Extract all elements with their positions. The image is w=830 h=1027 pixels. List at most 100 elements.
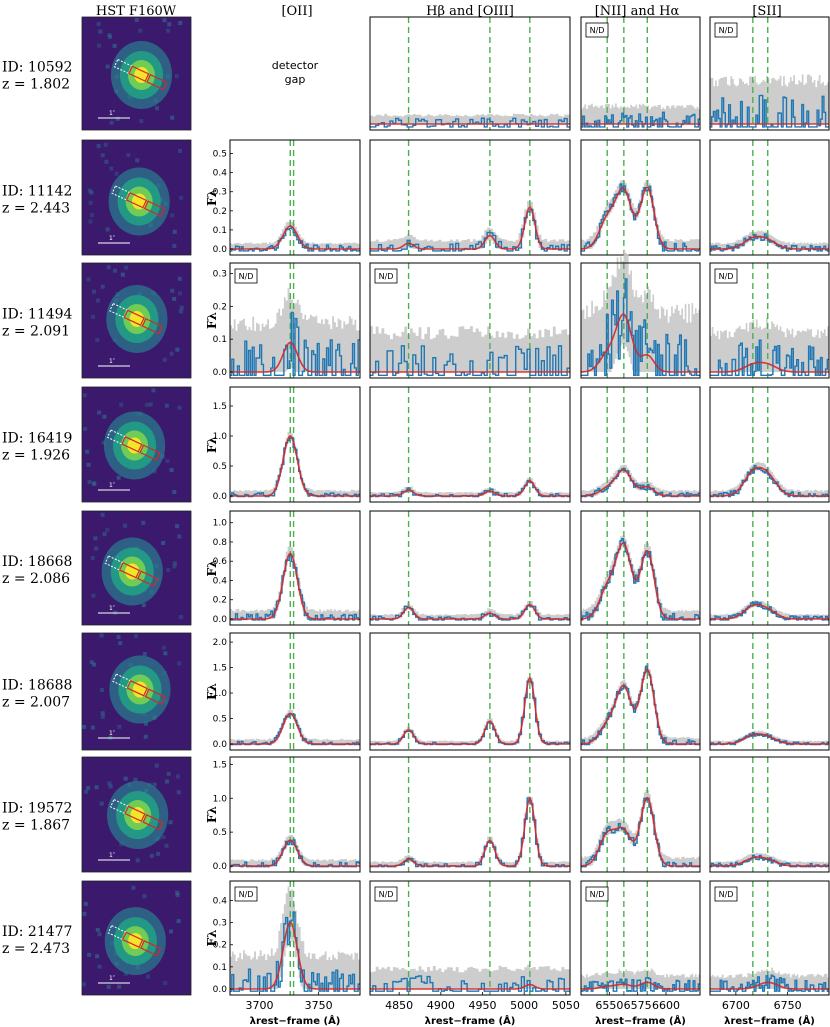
galaxy-redshift: z = 2.007 [2, 695, 70, 711]
column-title-hst: HST F160W [96, 4, 177, 19]
spectrum-panel: 0.0 0.2 0.4 0.6 0.8 1.0 Fλ [205, 510, 361, 626]
nd-badge: N/D [714, 886, 738, 902]
cutout-noise-pixel [123, 776, 128, 781]
cutout-noise-pixel [99, 801, 104, 806]
cutout-noise-pixel [141, 520, 146, 525]
cutout-noise-pixel [84, 789, 89, 794]
panel-background [710, 387, 829, 502]
cutout-noise-pixel [107, 33, 112, 38]
cutout-noise-pixel [99, 688, 104, 693]
cutout-noise-pixel [166, 568, 171, 573]
cutout-noise-pixel [116, 635, 121, 640]
cutout-noise-pixel [104, 159, 109, 164]
slit-white-box [107, 924, 127, 941]
galaxy-cutout: 1″ [81, 16, 192, 131]
model-fit [370, 676, 570, 745]
cutout-noise-pixel [135, 158, 140, 163]
cutout-noise-pixel [178, 614, 183, 619]
slit-red-box [141, 317, 163, 335]
spectrum-panel [369, 386, 571, 503]
cutout-noise-pixel [133, 634, 138, 639]
x-tick-label: 4950 [469, 999, 497, 1012]
uncertainty-band [581, 968, 700, 989]
cutout-noise-pixel [154, 763, 159, 768]
cutout-noise-pixel [91, 482, 96, 487]
slit-white-box [113, 58, 133, 75]
y-tick-label: 0.3 [213, 188, 227, 198]
galaxy-glow [130, 807, 145, 824]
slit-red-box [146, 73, 168, 91]
cutout-noise-pixel [175, 890, 180, 895]
cutout-noise-pixel [142, 894, 147, 899]
cutout-noise-pixel [175, 774, 180, 779]
cutout-noise-pixel [100, 284, 105, 289]
spectrum-panel [369, 632, 571, 751]
scale-bar-label: 1″ [109, 975, 116, 982]
cutout-noise-pixel [170, 115, 175, 120]
panel-frame [580, 632, 701, 751]
cutout-noise-pixel [97, 410, 102, 415]
slit-white-box [106, 429, 127, 445]
y-axis-label: Fλ [205, 189, 219, 206]
uncertainty-band [230, 545, 360, 619]
x-tick-label: 6750 [774, 999, 802, 1012]
uncertainty-band [370, 600, 570, 619]
nd-badge: N/D [234, 268, 258, 284]
y-tick-label: 1.5 [213, 760, 227, 770]
cutout-noise-pixel [152, 469, 157, 474]
data-spectrum [581, 976, 700, 992]
slit-overlay [109, 302, 163, 335]
galaxy-glow [129, 310, 145, 327]
cutout-noise-pixel [102, 532, 107, 537]
galaxy-glow [127, 437, 142, 454]
cutout-noise-pixel [98, 29, 103, 34]
spectrum-panel: N/D [709, 262, 830, 379]
y-axis-label: Fλ [205, 560, 219, 577]
uncertainty-band [710, 74, 829, 124]
cutout-noise-pixel [91, 593, 96, 598]
cutout-noise-pixel [90, 555, 95, 560]
data-spectrum [710, 339, 829, 376]
cutout-noise-pixel [161, 645, 166, 650]
panel-background [230, 633, 360, 750]
panel-frame [369, 880, 571, 996]
slit-overlay [113, 58, 168, 91]
cutout-noise-pixel [97, 964, 102, 969]
panel-frame [709, 756, 830, 873]
nd-label: N/D [590, 26, 605, 35]
galaxy-redshift: z = 1.867 [2, 818, 70, 834]
slit-red-box [128, 65, 150, 82]
cutout-noise-pixel [115, 116, 120, 121]
cutout-noise-pixel [169, 351, 174, 356]
uncertainty-band [370, 200, 570, 249]
y-tick-label: 0.4 [213, 896, 228, 906]
panel-frame [709, 386, 830, 503]
x-tick-label: 3750 [305, 999, 333, 1012]
y-tick-label: 0.4 [213, 169, 228, 179]
cutout-noise-pixel [164, 843, 169, 848]
x-tick-label: 6600 [652, 999, 680, 1012]
galaxy-id: ID: 11142 [2, 184, 72, 200]
cutout-noise-pixel [87, 952, 92, 957]
y-tick-label: 1.0 [213, 794, 228, 804]
cutout-noise-pixel [179, 305, 184, 310]
cutout-noise-pixel [103, 142, 108, 147]
galaxy-cutout: 1″ [81, 632, 192, 751]
x-axis-label: λrest−frame (Å) [595, 1014, 686, 1027]
x-tick-label: 6700 [722, 999, 750, 1012]
y-axis-label: Fλ [205, 312, 219, 329]
spectrum-panel: 0.0 0.5 1.0 1.5 Fλ [205, 756, 361, 873]
slit-white-box [111, 185, 131, 201]
galaxy-cutout: 1″ [81, 756, 192, 873]
panel-frame [229, 386, 361, 503]
cutout-noise-pixel [172, 564, 177, 569]
cutout-noise-pixel [114, 171, 119, 176]
cutout-noise-pixel [133, 777, 138, 782]
panel-frame [580, 386, 701, 503]
panel-frame [229, 139, 361, 256]
